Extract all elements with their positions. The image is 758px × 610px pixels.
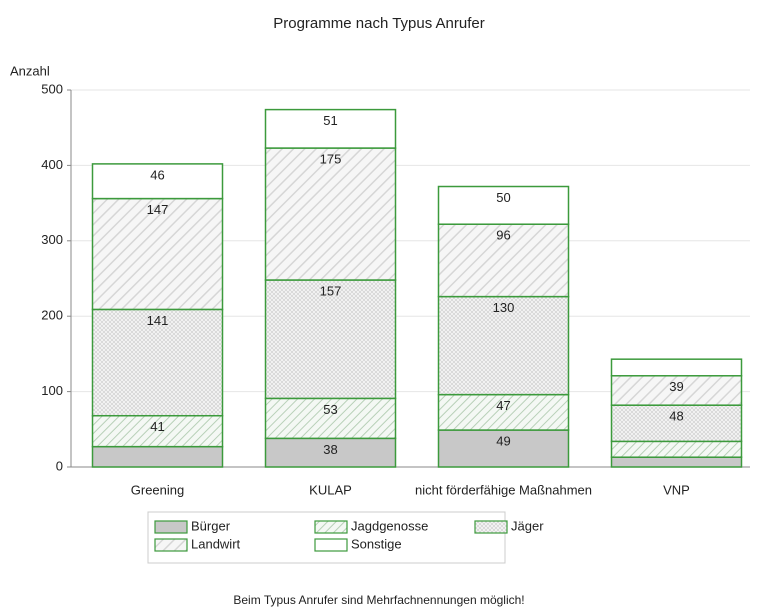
data-label: 41	[150, 419, 164, 434]
bar-segment	[91, 445, 224, 468]
y-tick-label: 200	[41, 308, 63, 323]
data-label: 50	[496, 190, 510, 205]
bar-segment	[264, 279, 397, 400]
bar-segment	[610, 375, 743, 406]
bar-segment	[91, 163, 224, 200]
footnote: Beim Typus Anrufer sind Mehrfachnennunge…	[233, 593, 524, 607]
legend-swatch	[314, 538, 348, 552]
chart-title: Programme nach Typus Anrufer	[273, 15, 485, 32]
x-tick-label: Greening	[131, 482, 184, 497]
data-label: 53	[323, 402, 337, 417]
data-label: 39	[669, 379, 683, 394]
legend-label: Jäger	[511, 518, 544, 533]
legend-swatch	[314, 520, 348, 534]
y-tick-label: 100	[41, 383, 63, 398]
data-label: 46	[150, 167, 164, 182]
data-label: 38	[323, 442, 337, 457]
data-label: 147	[147, 202, 169, 217]
bar-segment	[610, 440, 743, 458]
bar-segment	[437, 185, 570, 225]
bar-segment	[437, 429, 570, 468]
x-tick-label: VNP	[663, 482, 690, 497]
x-tick-label: nicht förderfähige Maßnahmen	[415, 482, 592, 497]
bar-segment	[610, 404, 743, 443]
bar-segment	[437, 295, 570, 396]
data-label: 141	[147, 313, 169, 328]
data-label: 96	[496, 228, 510, 243]
bar-segment	[264, 108, 397, 149]
data-label: 47	[496, 398, 510, 413]
bar-segment	[264, 147, 397, 281]
legend-swatch	[474, 520, 508, 534]
data-label: 51	[323, 113, 337, 128]
bar-segment	[264, 437, 397, 468]
bar-segment	[610, 456, 743, 468]
legend-label: Bürger	[191, 518, 231, 533]
bar-segment	[91, 197, 224, 311]
bar-segment	[91, 308, 224, 417]
y-tick-label: 500	[41, 81, 63, 96]
y-axis-label: Anzahl	[10, 63, 50, 78]
bar-segment	[437, 223, 570, 298]
y-tick-label: 400	[41, 157, 63, 172]
data-label: 157	[320, 283, 342, 298]
data-label: 49	[496, 433, 510, 448]
bar-segment	[610, 358, 743, 377]
x-tick-label: KULAP	[309, 482, 352, 497]
legend-label: Landwirt	[191, 536, 241, 551]
data-label: 175	[320, 151, 342, 166]
y-tick-label: 300	[41, 232, 63, 247]
legend-swatch	[154, 520, 188, 534]
data-label: 48	[669, 409, 683, 424]
data-label: 130	[493, 300, 515, 315]
bar-segment	[264, 397, 397, 440]
y-tick-label: 0	[56, 458, 63, 473]
legend-label: Jagdgenosse	[351, 518, 428, 533]
legend-swatch	[154, 538, 188, 552]
legend-label: Sonstige	[351, 536, 402, 551]
bar-segment	[91, 414, 224, 448]
